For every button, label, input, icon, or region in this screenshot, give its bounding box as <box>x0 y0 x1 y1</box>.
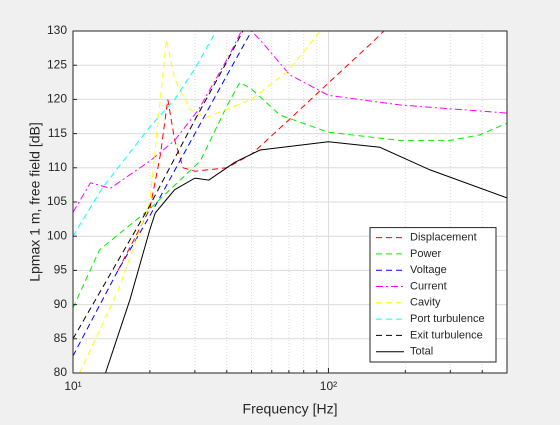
y-tick-label: 80 <box>54 365 68 379</box>
legend-label: Displacement <box>410 232 477 244</box>
legend-label: Port turbulence <box>410 313 485 325</box>
legend-label: Exit turbulence <box>410 329 483 341</box>
legend: Displacement Power Voltage Current Cavity Por… <box>369 227 497 363</box>
series-line <box>73 31 253 357</box>
series-line <box>105 141 507 373</box>
y-tick-label: 125 <box>47 57 67 71</box>
y-tick-label: 115 <box>48 126 67 140</box>
x-axis-label: Frequency [Hz] <box>243 401 338 417</box>
y-axis-label: Lpmax 1 m, free field [dB] <box>27 122 43 282</box>
x-tick-label: 10¹ <box>64 379 81 393</box>
legend-label: Cavity <box>410 297 441 309</box>
y-tick-label: 130 <box>47 23 67 37</box>
y-tick-label: 90 <box>54 297 68 311</box>
y-tick-label: 85 <box>54 331 68 345</box>
y-tick-label: 95 <box>54 263 68 277</box>
series-line <box>73 31 217 237</box>
ticks: 80 85 90 95 100 105 110 115 120 125 130 10¹ 10² <box>47 23 508 393</box>
legend-label: Power <box>410 248 442 260</box>
legend-label: Current <box>410 280 447 292</box>
y-tick-label: 110 <box>48 160 67 174</box>
series-line <box>73 31 244 340</box>
lines <box>73 31 507 373</box>
series-line <box>79 31 321 373</box>
y-tick-label: 100 <box>47 228 67 242</box>
legend-box <box>369 227 497 363</box>
y-tick-label: 105 <box>47 194 67 208</box>
series-line <box>73 81 507 309</box>
series-line <box>117 31 385 271</box>
x-tick-label: 10² <box>320 379 337 393</box>
legend-label: Voltage <box>410 264 447 276</box>
legend-label: Total <box>410 346 433 358</box>
y-tick-label: 120 <box>47 92 67 106</box>
